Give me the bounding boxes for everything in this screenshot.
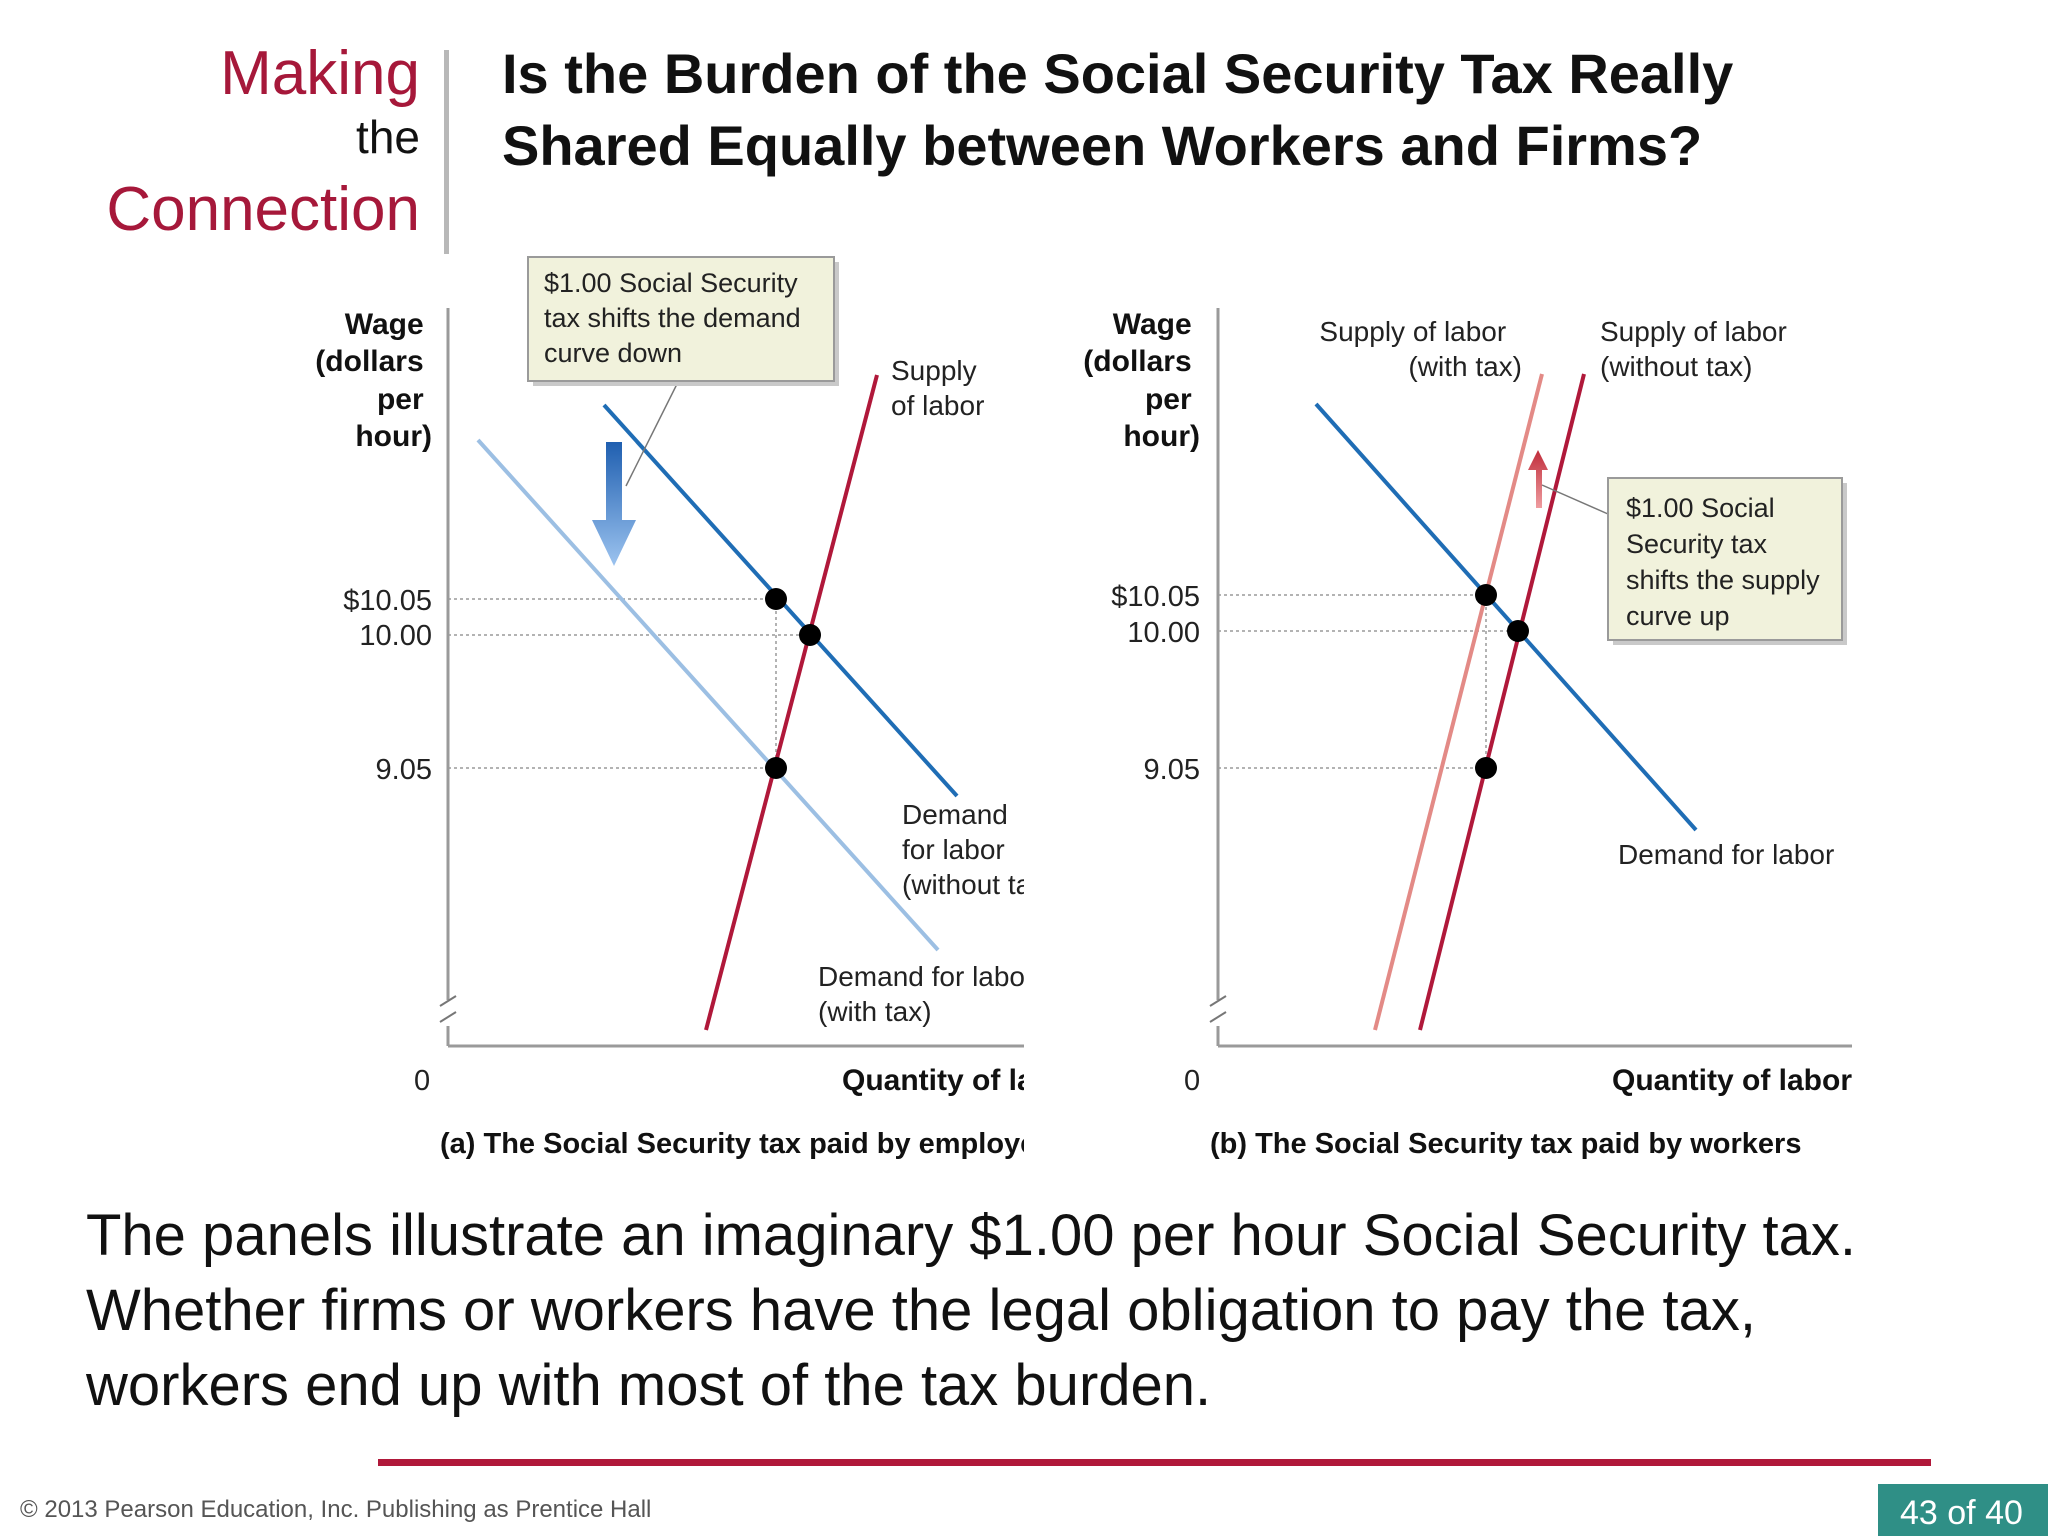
slide-title: Is the Burden of the Social Security Tax… <box>502 38 1733 182</box>
y-label-line: Wage <box>345 308 424 341</box>
y-axis-label: Wage (dollars per hour) <box>315 308 432 453</box>
annotation-pointer <box>625 381 679 487</box>
axis-break-mark <box>439 995 457 1023</box>
the-label: the <box>356 111 420 163</box>
annotation-box <box>527 256 835 382</box>
annotation-pointer <box>1541 484 1609 515</box>
y-label-line: hour) <box>1123 420 1200 453</box>
y-tick-label: 10.00 <box>1127 617 1200 649</box>
footer-rule <box>378 1459 1931 1466</box>
making-label: Making <box>220 39 420 108</box>
body-line-1: The panels illustrate an imaginary $1.00… <box>86 1203 1856 1268</box>
y-tick-label: 9.05 <box>1144 754 1200 786</box>
y-label-line: hour) <box>355 420 432 453</box>
equilibrium-point <box>1507 620 1529 642</box>
page-number-badge: 43 of 40 <box>1878 1484 2048 1536</box>
equilibrium-point <box>1475 757 1497 779</box>
panel-caption: (a) The Social Security tax paid by empl… <box>440 1128 1024 1160</box>
connection-label: Connection <box>106 175 420 244</box>
supply-without-tax-curve <box>1418 373 1586 1031</box>
supply-with-tax-curve <box>1373 373 1544 1031</box>
y-label-line: per <box>1145 383 1192 416</box>
y-tick-label: $10.05 <box>343 585 432 617</box>
equilibrium-point <box>799 624 821 646</box>
equilibrium-point <box>1475 584 1497 606</box>
y-label-line: per <box>377 383 424 416</box>
y-label-line: Wage <box>1113 308 1192 341</box>
y-tick-label: 10.00 <box>359 620 432 652</box>
y-label-line: (dollars <box>315 345 423 378</box>
body-text: The panels illustrate an imaginary $1.00… <box>86 1198 1856 1423</box>
demand-label: Demand for labor <box>1618 839 1834 870</box>
copyright-text: © 2013 Pearson Education, Inc. Publishin… <box>20 1496 652 1523</box>
y-axis-label: Wage (dollars per hour) <box>1083 308 1200 453</box>
demand-without-tax-label: Demand for labor (without tax) <box>902 799 1024 900</box>
y-label-line: (dollars <box>1083 345 1191 378</box>
annotation-box <box>1607 477 1843 641</box>
body-line-2: Whether firms or workers have the legal … <box>86 1278 1756 1343</box>
x-axis-label: Quantity of labor <box>1612 1064 1852 1097</box>
supply-shift-arrow <box>1528 450 1548 508</box>
title-line-1: Is the Burden of the Social Security Tax… <box>502 42 1734 105</box>
demand-shift-arrow <box>592 442 636 566</box>
supply-with-tax-label: Supply of labor (with tax) <box>1319 316 1522 382</box>
y-tick-label: 9.05 <box>376 754 432 786</box>
equilibrium-point <box>765 588 787 610</box>
panel-caption: (b) The Social Security tax paid by work… <box>1210 1128 1801 1160</box>
chart-panel-a: Wage (dollars per hour) 0 Quantity of la… <box>315 256 1024 1160</box>
supply-without-tax-label: Supply of labor (without tax) <box>1600 316 1795 382</box>
y-tick-label: $10.05 <box>1111 581 1200 613</box>
header-divider <box>444 50 449 254</box>
annotation-text: $1.00 Social Security tax shifts the sup… <box>1626 493 1827 631</box>
axis-break-mark <box>1209 995 1227 1023</box>
demand-curve <box>1314 402 1698 832</box>
origin-label: 0 <box>1184 1065 1200 1097</box>
body-line-3: workers end up with most of the tax burd… <box>86 1353 1212 1418</box>
chart-panel-b: Wage (dollars per hour) 0 Quantity of la… <box>1083 308 1852 1160</box>
equilibrium-point <box>765 757 787 779</box>
title-line-2: Shared Equally between Workers and Firms… <box>502 114 1703 177</box>
supply-curve <box>704 374 879 1031</box>
x-axis-label: Quantity of labor <box>842 1064 1024 1097</box>
origin-label: 0 <box>414 1065 430 1097</box>
demand-with-tax-label: Demand for labor (with tax) <box>818 961 1024 1027</box>
demand-with-tax-curve <box>476 438 940 952</box>
page-number: 43 of 40 <box>1900 1494 2023 1532</box>
annotation-text: $1.00 Social Security tax shifts the dem… <box>544 268 808 368</box>
supply-label: Supply of labor <box>891 355 984 421</box>
